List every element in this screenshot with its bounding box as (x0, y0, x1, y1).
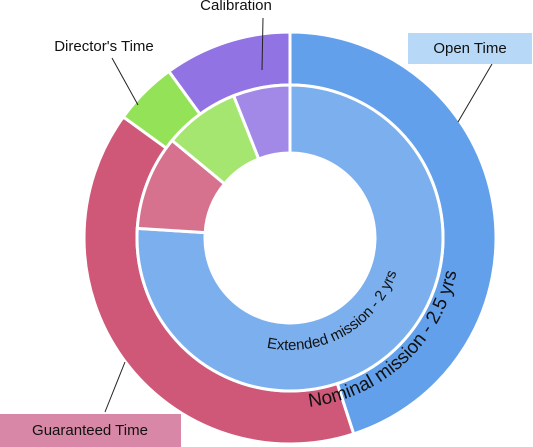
leader-line (104, 361, 126, 413)
category-label: Calibration (200, 0, 272, 14)
rings (82, 30, 498, 446)
leader-line (261, 17, 264, 71)
segment (135, 83, 445, 393)
category-label: Guaranteed Time (32, 422, 148, 439)
leader-line (111, 57, 139, 106)
segment (231, 83, 292, 161)
leader-line (457, 63, 493, 123)
category-label: Director's Time (54, 38, 154, 55)
category-label: Open Time (433, 40, 506, 57)
label-box (408, 33, 532, 64)
label-box (0, 414, 181, 447)
